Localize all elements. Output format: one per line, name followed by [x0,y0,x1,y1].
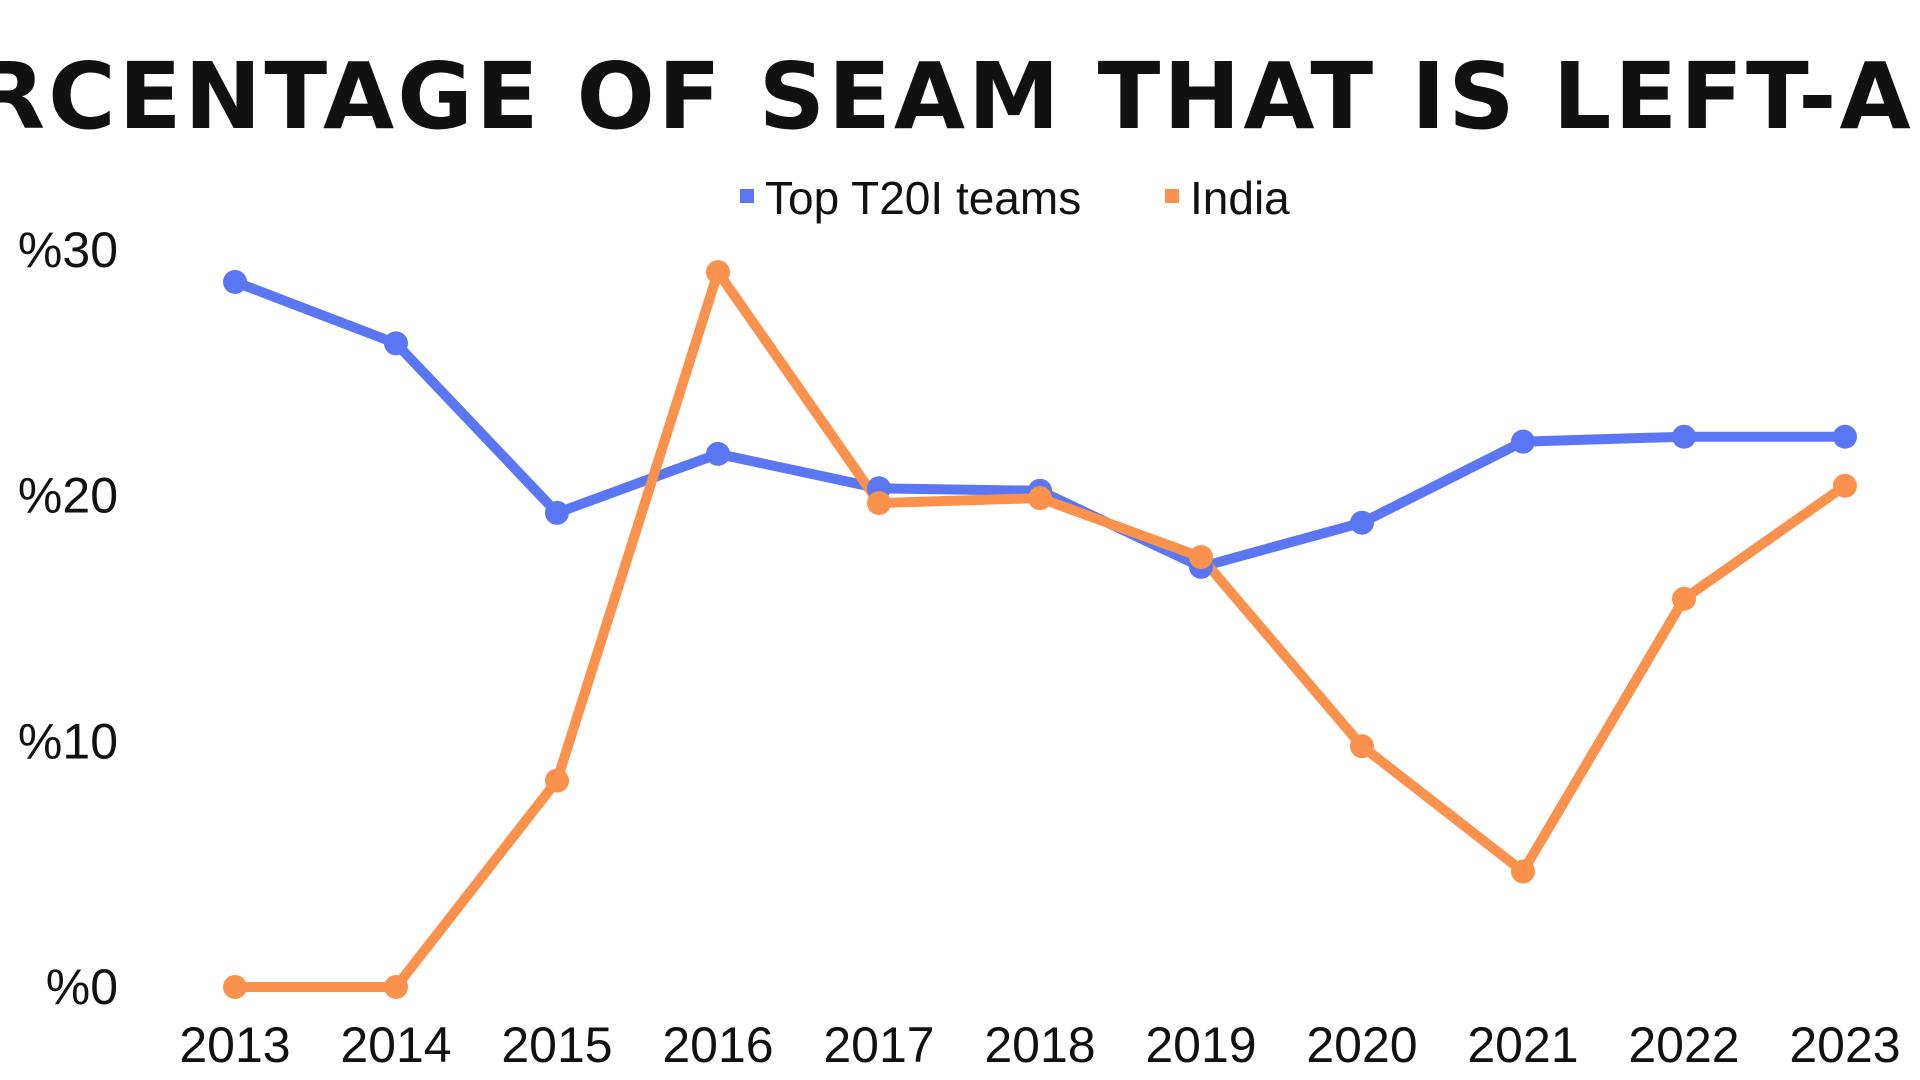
x-tick-label: 2014 [340,1017,451,1073]
data-point [223,975,247,999]
x-tick-label: 2023 [1789,1017,1900,1073]
data-point [1350,734,1374,759]
data-point [545,500,569,525]
x-tick-label: 2015 [501,1017,612,1073]
x-tick-label: 2018 [984,1017,1095,1073]
data-point [1028,486,1052,511]
data-point [1511,859,1535,884]
x-tick-label: 2019 [1145,1017,1256,1073]
data-point [545,768,569,793]
chart-title: PERCENTAGE OF SEAM THAT IS LEFT-ARM [0,43,1920,150]
data-point [867,491,891,516]
y-tick-label: %10 [18,713,118,769]
data-point [384,975,408,999]
data-point [384,331,408,356]
x-tick-label: 2020 [1306,1017,1417,1073]
series-line [230,276,1850,572]
data-point [1350,510,1374,535]
data-point [706,260,730,285]
y-tick-label: %30 [18,222,118,278]
x-tick-label: 2021 [1467,1017,1578,1073]
data-point [1672,586,1696,611]
legend-label: Top T20I teams [765,172,1081,224]
y-axis-tick-labels: %0 %10 %20 %30 [18,222,118,1015]
x-tick-label: 2016 [662,1017,773,1073]
data-point [223,269,247,294]
data-point [1189,545,1213,570]
series-lines [230,267,1850,992]
y-tick-label: %20 [18,468,118,524]
x-axis-tick-labels: 2013 2014 2015 2016 2017 2018 2019 2020 2021 2022… [179,1017,1900,1073]
series-points [223,260,1857,999]
x-tick-label: 2022 [1628,1017,1739,1073]
legend-label: India [1190,172,1290,224]
x-tick-label: 2013 [179,1017,290,1073]
data-point [706,441,730,466]
series-line [230,267,1850,992]
legend-swatch [1165,189,1179,203]
legend-swatch [740,189,754,203]
data-point [1511,429,1535,454]
data-point [1672,424,1696,449]
data-point [1833,473,1857,498]
legend: Top T20I teams India [740,172,1290,224]
data-point [1833,424,1857,449]
y-tick-label: %0 [46,959,118,1015]
x-tick-label: 2017 [823,1017,934,1073]
